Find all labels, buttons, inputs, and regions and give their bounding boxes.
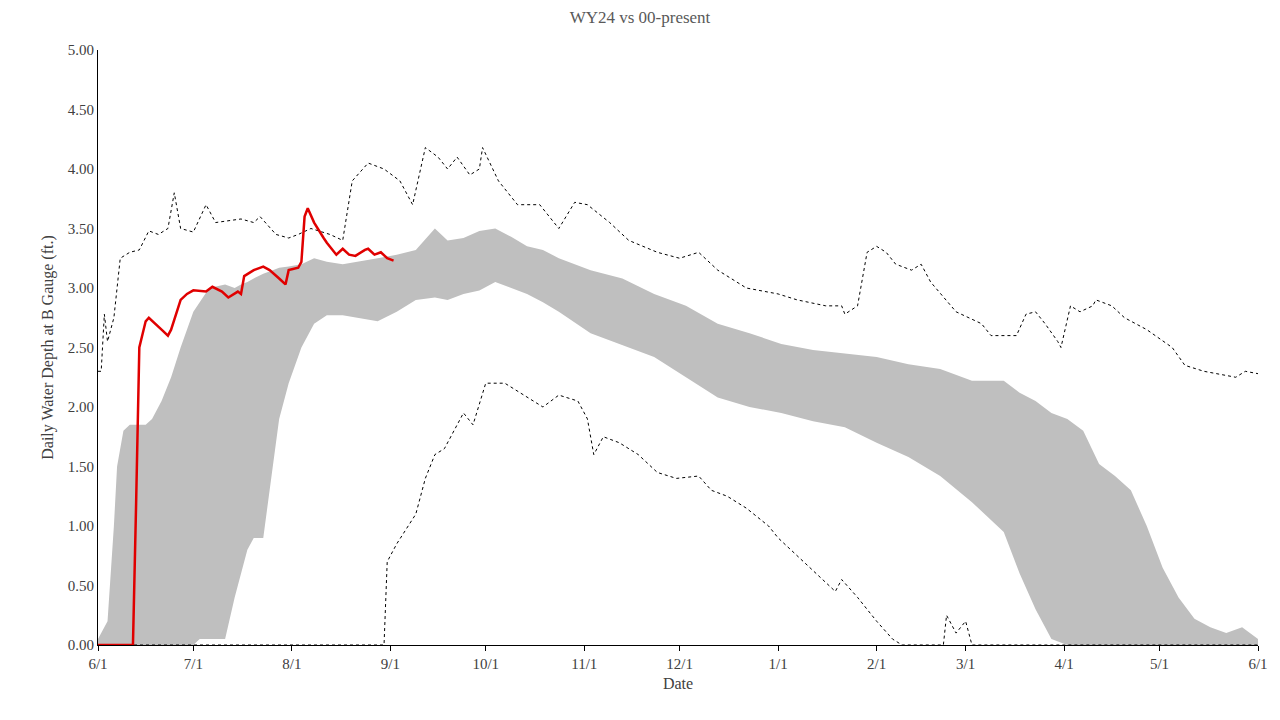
svg-text:3/1: 3/1 (956, 656, 975, 672)
svg-text:10/1: 10/1 (472, 656, 499, 672)
svg-text:1.50: 1.50 (68, 459, 94, 475)
svg-text:12/1: 12/1 (666, 656, 693, 672)
svg-text:7/1: 7/1 (184, 656, 203, 672)
svg-text:2/1: 2/1 (867, 656, 886, 672)
svg-text:4.00: 4.00 (68, 161, 94, 177)
svg-text:0.50: 0.50 (68, 578, 94, 594)
svg-text:2.50: 2.50 (68, 340, 94, 356)
svg-text:2.00: 2.00 (68, 399, 94, 415)
svg-text:0.00: 0.00 (68, 637, 94, 653)
svg-text:3.00: 3.00 (68, 280, 94, 296)
svg-text:1/1: 1/1 (769, 656, 788, 672)
svg-text:Daily Water Depth at B Gauge (: Daily Water Depth at B Gauge (ft.) (39, 235, 57, 460)
svg-text:Date: Date (663, 675, 693, 692)
svg-text:3.50: 3.50 (68, 221, 94, 237)
svg-text:11/1: 11/1 (571, 656, 597, 672)
svg-text:9/1: 9/1 (381, 656, 400, 672)
svg-text:5.00: 5.00 (68, 42, 94, 58)
svg-text:1.00: 1.00 (68, 518, 94, 534)
svg-text:4/1: 4/1 (1055, 656, 1074, 672)
svg-text:6/1: 6/1 (1248, 656, 1267, 672)
svg-text:4.50: 4.50 (68, 102, 94, 118)
svg-text:8/1: 8/1 (282, 656, 301, 672)
svg-text:5/1: 5/1 (1150, 656, 1169, 672)
svg-text:6/1: 6/1 (88, 656, 107, 672)
svg-text:WY24 vs 00-present: WY24 vs 00-present (570, 8, 711, 27)
